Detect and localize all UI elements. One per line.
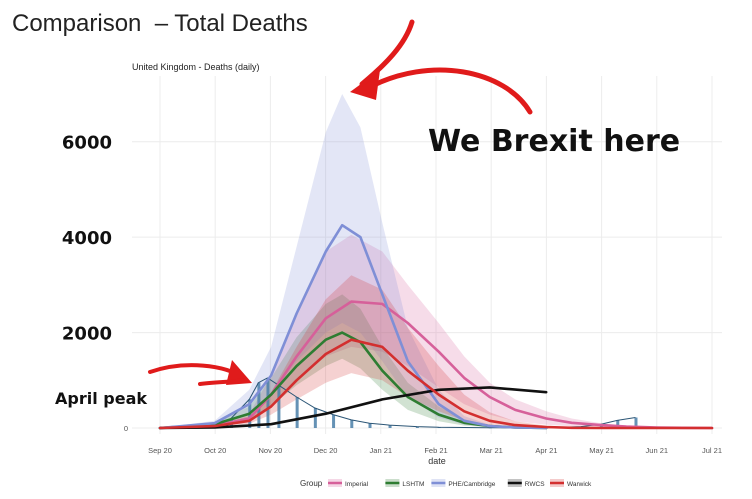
chart-title: United Kingdom - Deaths (daily) (132, 62, 260, 72)
x-tick-label: Jan 21 (370, 446, 393, 455)
observed-bar (313, 407, 317, 428)
april-arrow-stroke (198, 378, 248, 386)
x-tick-label: Apr 21 (535, 446, 557, 455)
y-tick-label: 4000 (62, 228, 112, 249)
confidence-bands (160, 94, 712, 428)
x-axis-label: date (428, 456, 446, 466)
line-phe-cambridge (158, 223, 548, 430)
band-imperial (160, 234, 712, 428)
x-tick-label: Dec 20 (314, 446, 338, 455)
x-tick-label: Sep 20 (148, 446, 172, 455)
y-tick-label: 2000 (62, 324, 112, 345)
slide-title: Comparison – Total Deaths (12, 10, 308, 37)
legend-label: Imperial (345, 481, 369, 488)
observed-bar (616, 420, 620, 428)
april-peak-annotation: April peak (55, 389, 147, 408)
brexit-annotation: We Brexit here (428, 124, 680, 159)
observed-bar (368, 423, 372, 428)
legend-label: Warwick (567, 481, 592, 488)
x-tick-label: Jul 21 (702, 446, 722, 455)
x-tick-label: Jun 21 (646, 446, 669, 455)
x-tick-label: May 21 (589, 446, 614, 455)
y-tick-label: 6000 (62, 133, 112, 154)
brexit-arrow-shaft (365, 67, 533, 115)
legend-title: Group (300, 479, 323, 488)
observed-bar (266, 377, 270, 428)
observed-bar (332, 414, 336, 428)
observed-bar (388, 425, 392, 428)
observed-bar (350, 419, 354, 428)
band-lshtm (160, 294, 547, 428)
observed-bar (277, 385, 281, 428)
x-tick-label: Mar 21 (480, 446, 503, 455)
band-phe-cambridge (160, 94, 547, 428)
axes: Sep 20 Oct 20 Nov 20 Dec 20 Jan 21 Feb 21 Mar … (62, 133, 722, 455)
brexit-arrow-stroke (359, 19, 415, 87)
line-rwcs (158, 386, 548, 430)
annotation-arrows (148, 19, 533, 386)
legend-label: RWCS (525, 481, 545, 488)
x-tick-label: Oct 20 (204, 446, 226, 455)
legend-label: LSHTM (402, 481, 424, 488)
band-warwick (160, 275, 712, 428)
legend-label: PHE/Cambridge (448, 481, 495, 488)
legend: Group Imperial LSHTM PHE/Cambridge RWCS Warwi… (300, 479, 592, 488)
y-tick-label: 0 (124, 424, 128, 433)
x-tick-label: Nov 20 (259, 446, 283, 455)
observed-bar (415, 426, 419, 428)
x-tick-label: Feb 21 (424, 446, 447, 455)
observed-bar (634, 417, 638, 428)
observed-bar (295, 396, 299, 428)
line-warwick (158, 338, 714, 430)
series-lines (158, 223, 714, 430)
